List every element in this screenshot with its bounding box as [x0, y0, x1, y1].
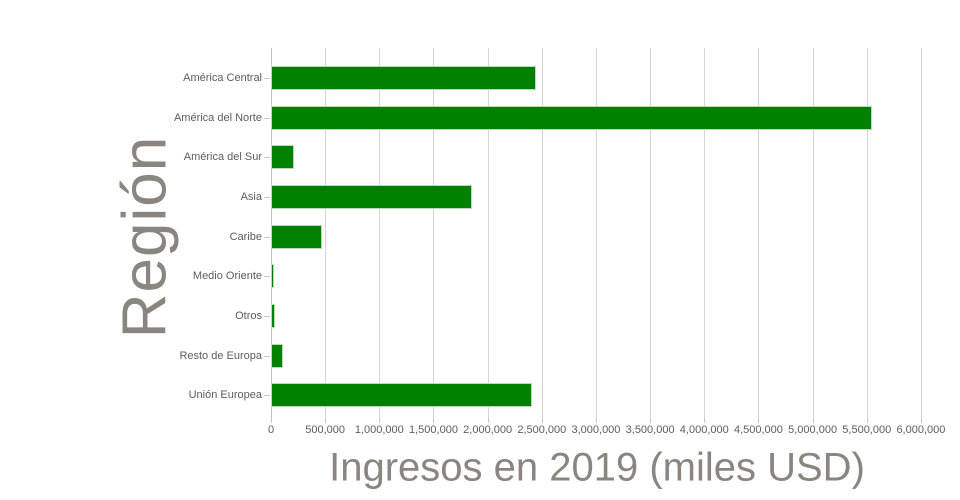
gridline: [595, 48, 597, 418]
x-tick-label: 2,500,000: [517, 424, 567, 436]
x-tick-label: 2,000,000: [463, 424, 513, 436]
y-axis-title: Región: [110, 135, 180, 339]
y-tick-mark: [264, 276, 270, 278]
x-tick-label: 4,000,000: [679, 424, 729, 436]
bar-am-rica-del-sur: [271, 145, 294, 170]
bar-am-rica-del-norte: [271, 105, 873, 130]
bar-asia: [271, 184, 473, 209]
x-tick-mark: [487, 418, 489, 423]
gridline: [920, 48, 922, 418]
x-tick-mark: [812, 418, 814, 423]
category-label: Unión Europea: [188, 389, 262, 402]
x-tick-mark: [595, 418, 597, 423]
x-tick-label: 1,000,000: [354, 424, 404, 436]
x-tick-label: 5,000,000: [788, 424, 838, 436]
gridline: [650, 48, 652, 418]
x-tick-mark: [271, 418, 272, 423]
bar-otros: [271, 304, 276, 329]
x-tick-mark: [866, 418, 868, 423]
gridline: [704, 48, 706, 418]
category-label: Otros: [235, 310, 262, 323]
x-tick-mark: [758, 418, 760, 423]
x-tick-label: 500,000: [305, 424, 346, 436]
x-axis-title: Ingresos en 2019 (miles USD): [329, 445, 865, 490]
category-label: Resto de Europa: [179, 349, 262, 362]
y-tick-mark: [264, 316, 270, 318]
x-tick-label: 0: [267, 424, 275, 436]
category-label: América del Sur: [183, 151, 262, 164]
category-label: Asia: [240, 190, 262, 203]
y-tick-mark: [264, 236, 270, 238]
gridline: [812, 48, 814, 418]
bar-caribe: [271, 224, 323, 249]
y-tick-mark: [264, 395, 270, 397]
bar-resto-de-europa: [271, 343, 283, 368]
y-tick-mark: [264, 117, 270, 119]
x-tick-label: 3,500,000: [625, 424, 675, 436]
x-tick-label: 3,000,000: [571, 424, 621, 436]
bar-am-rica-central: [271, 65, 537, 90]
y-tick-mark: [264, 355, 270, 357]
x-tick-mark: [650, 418, 652, 423]
x-tick-mark: [541, 418, 543, 423]
category-label: Medio Oriente: [192, 270, 262, 283]
x-tick-label: 5,500,000: [842, 424, 892, 436]
x-tick-mark: [920, 418, 922, 423]
gridline: [866, 48, 868, 418]
y-tick-mark: [264, 77, 270, 79]
category-label: Caribe: [229, 230, 262, 243]
y-tick-mark: [264, 196, 270, 198]
category-label: América del Norte: [173, 111, 262, 124]
bar-medio-oriente: [271, 264, 275, 289]
gridline: [379, 48, 381, 418]
gridline: [433, 48, 435, 418]
y-tick-mark: [264, 157, 270, 159]
gridline: [541, 48, 543, 418]
gridline: [325, 48, 327, 418]
gridline: [758, 48, 760, 418]
x-tick-label: 1,500,000: [409, 424, 458, 436]
category-label: América Central: [183, 71, 262, 84]
x-tick-mark: [704, 418, 706, 423]
x-tick-label: 6,000,000: [896, 424, 946, 436]
plot-area: [271, 48, 935, 418]
x-tick-mark: [379, 418, 381, 423]
gridline: [487, 48, 489, 418]
x-tick-label: 4,500,000: [733, 424, 783, 436]
bar-uni-n-europea: [271, 383, 533, 408]
x-tick-mark: [433, 418, 435, 423]
x-tick-mark: [325, 418, 327, 423]
